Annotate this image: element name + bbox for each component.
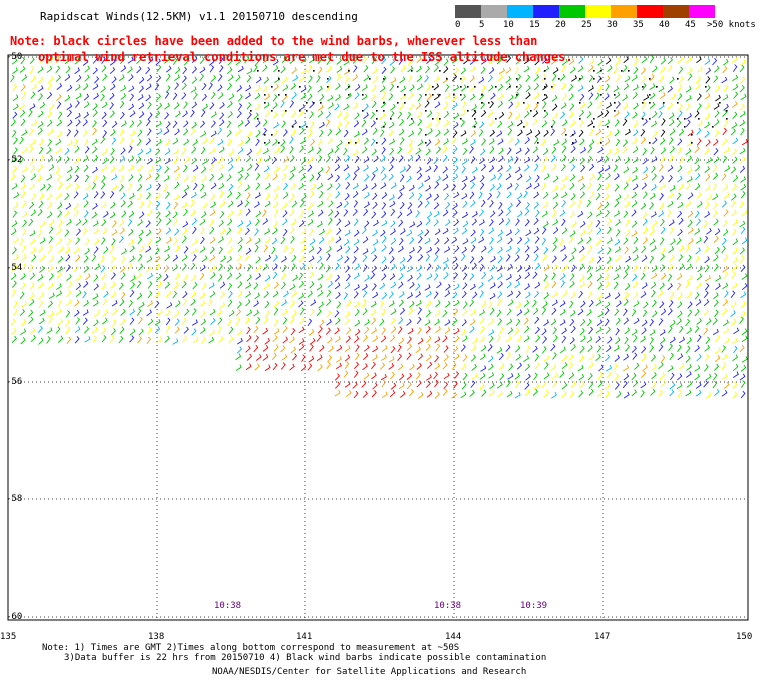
lat-label-60: -60 [6,612,23,622]
lat-label-50: -50 [6,52,23,62]
lon-label-135: 135 [0,632,17,642]
scale-label-5: 5 [479,20,485,30]
time-label-1: 10:38 [214,601,242,611]
footer-credit: NOAA/NESDIS/Center for Satellite Applica… [212,667,527,677]
lon-label-150: 150 [736,632,753,642]
scale-label-10: 10 [503,20,514,30]
scale-label-50: >50 knots [707,20,756,30]
scale-label-30: 30 [607,20,618,30]
scale-swatch-6 [611,5,637,18]
scale-swatch-9 [689,5,715,18]
note-line-1: Note: black circles have been added to t… [10,34,538,48]
lat-lon-grid [7,56,749,620]
scale-swatch-8 [663,5,689,18]
scale-swatch-7 [637,5,663,18]
lon-label-138: 138 [148,632,165,642]
footer-note-2: 3)Data buffer is 22 hrs from 20150710 4)… [64,653,547,663]
speed-color-scale [455,5,715,18]
wind-barb-field [10,55,748,399]
map-frame [7,54,749,621]
lat-label-54: -54 [6,263,23,273]
note-line-2: optimal wind retrieval conditions are me… [38,50,573,64]
lat-label-58: -58 [6,494,23,504]
scale-swatch-5 [585,5,611,18]
scale-swatch-0 [455,5,481,18]
footer-note-1: Note: 1) Times are GMT 2)Times along bot… [42,643,460,653]
scale-label-45: 45 [685,20,696,30]
lat-label-52: -52 [6,155,23,165]
scale-swatch-3 [533,5,559,18]
time-label-3: 10:39 [520,601,548,611]
scale-label-35: 35 [633,20,644,30]
scale-label-0: 0 [455,20,461,30]
scale-label-25: 25 [581,20,592,30]
scale-swatch-1 [481,5,507,18]
lon-label-147: 147 [594,632,611,642]
lon-label-141: 141 [296,632,313,642]
scale-label-15: 15 [529,20,540,30]
lat-label-56: -56 [6,377,23,387]
lon-label-144: 144 [445,632,462,642]
time-label-2: 10:38 [434,601,462,611]
scale-swatch-2 [507,5,533,18]
scale-label-40: 40 [659,20,670,30]
scale-label-20: 20 [555,20,566,30]
scale-swatch-4 [559,5,585,18]
map-title: Rapidscat Winds(12.5KM) v1.1 20150710 de… [40,10,358,23]
